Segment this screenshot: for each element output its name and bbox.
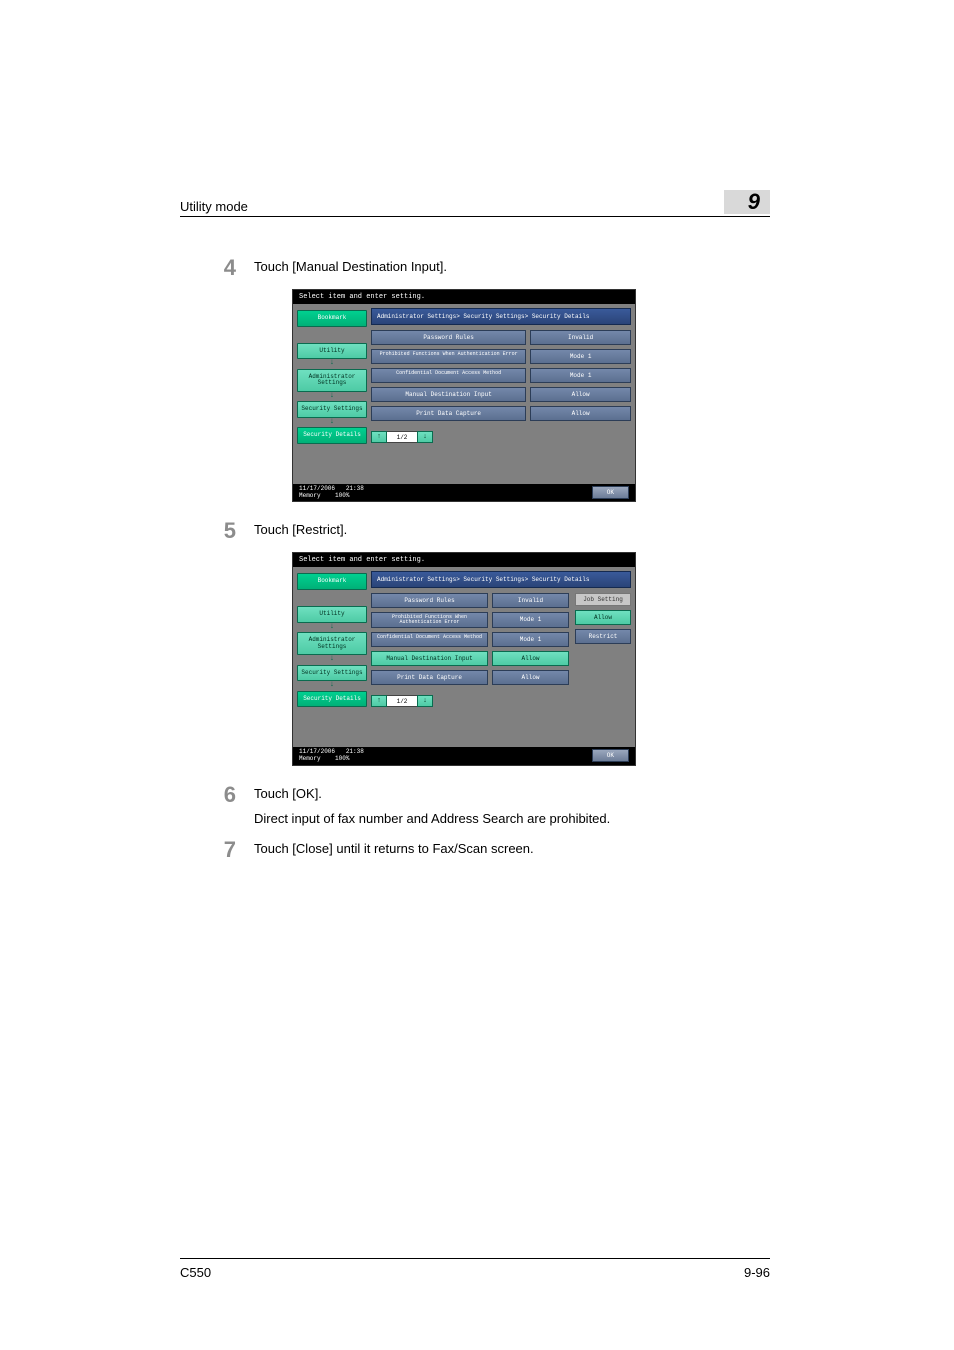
- footer-mem-label: Memory: [299, 492, 321, 499]
- page-down-button[interactable]: ↓: [417, 431, 433, 443]
- chevron-down-icon: ↓: [297, 393, 367, 399]
- sidebar-utility[interactable]: Utility: [297, 606, 367, 623]
- setting-value: Allow: [530, 406, 631, 421]
- step-text: Touch [Restrict].: [254, 520, 770, 540]
- setting-row[interactable]: Password Rules Invalid: [371, 593, 569, 608]
- setting-value: Mode 1: [492, 612, 569, 628]
- footer-page: 9-96: [744, 1265, 770, 1280]
- sidebar-security-details[interactable]: Security Details: [297, 427, 367, 444]
- page-indicator: 1/2: [387, 431, 417, 443]
- header-title: Utility mode: [180, 199, 248, 214]
- chevron-down-icon: ↓: [297, 624, 367, 630]
- panel-instruction: Select item and enter setting.: [293, 553, 635, 567]
- panel-sidebar: Bookmark Utility ↓ Administrator Setting…: [293, 304, 371, 484]
- sidebar-security-settings[interactable]: Security Settings: [297, 401, 367, 418]
- panel-screenshot-2: Select item and enter setting. Bookmark …: [292, 552, 636, 765]
- ok-button[interactable]: OK: [592, 749, 629, 762]
- step-text: Touch [OK].: [254, 784, 770, 804]
- restrict-button[interactable]: Restrict: [575, 629, 631, 644]
- page-up-button[interactable]: ↑: [371, 695, 387, 707]
- step-4: 4 Touch [Manual Destination Input].: [180, 257, 770, 279]
- panel-footer: 11/17/2006 21:38 Memory 100% OK: [293, 747, 635, 764]
- footer-mem-value: 100%: [335, 492, 349, 499]
- sidebar-admin-settings[interactable]: Administrator Settings: [297, 632, 367, 655]
- step-7: 7 Touch [Close] until it returns to Fax/…: [180, 839, 770, 861]
- chevron-down-icon: ↓: [297, 656, 367, 662]
- panel-footer: 11/17/2006 21:38 Memory 100% OK: [293, 484, 635, 501]
- step-number: 5: [180, 520, 236, 542]
- allow-button[interactable]: Allow: [575, 610, 631, 625]
- setting-label: Confidential Document Access Method: [371, 632, 488, 647]
- setting-value: Mode 1: [530, 349, 631, 364]
- setting-row[interactable]: Confidential Document Access Method Mode…: [371, 632, 569, 647]
- breadcrumb: Administrator Settings> Security Setting…: [371, 571, 631, 588]
- panel-instruction: Select item and enter setting.: [293, 290, 635, 304]
- job-setting-header: Job Setting: [575, 593, 631, 606]
- pager: ↑ 1/2 ↓: [371, 695, 565, 707]
- page-header: Utility mode 9: [180, 190, 770, 217]
- breadcrumb: Administrator Settings> Security Setting…: [371, 308, 631, 325]
- footer-mem-value: 100%: [335, 755, 349, 762]
- footer-model: C550: [180, 1265, 211, 1280]
- step-number: 4: [180, 257, 236, 279]
- step-5: 5 Touch [Restrict].: [180, 520, 770, 542]
- sidebar-admin-settings[interactable]: Administrator Settings: [297, 369, 367, 392]
- step-6: 6 Touch [OK]. Direct input of fax number…: [180, 784, 770, 829]
- setting-row[interactable]: Print Data Capture Allow: [371, 670, 569, 685]
- panel-sidebar: Bookmark Utility ↓ Administrator Setting…: [293, 567, 371, 747]
- setting-value: Mode 1: [530, 368, 631, 383]
- pager: ↑ 1/2 ↓: [371, 431, 627, 443]
- setting-row[interactable]: Password Rules Invalid: [371, 330, 631, 345]
- setting-value: Allow: [492, 670, 569, 685]
- setting-label: Password Rules: [371, 330, 526, 345]
- setting-row[interactable]: Prohibited Functions When Authentication…: [371, 612, 569, 628]
- panel-screenshot-1: Select item and enter setting. Bookmark …: [292, 289, 636, 502]
- chevron-down-icon: ↓: [297, 360, 367, 366]
- sidebar-utility[interactable]: Utility: [297, 343, 367, 360]
- step-text: Touch [Manual Destination Input].: [254, 257, 770, 277]
- setting-label: Prohibited Functions When Authentication…: [371, 349, 526, 364]
- setting-label: Password Rules: [371, 593, 488, 608]
- page-footer: C550 9-96: [180, 1258, 770, 1280]
- step-text: Touch [Close] until it returns to Fax/Sc…: [254, 839, 770, 859]
- chevron-down-icon: ↓: [297, 682, 367, 688]
- sidebar-bookmark[interactable]: Bookmark: [297, 310, 367, 327]
- setting-value: Mode 1: [492, 632, 569, 647]
- setting-row[interactable]: Print Data Capture Allow: [371, 406, 631, 421]
- setting-row[interactable]: Confidential Document Access Method Mode…: [371, 368, 631, 383]
- step-number: 7: [180, 839, 236, 861]
- setting-label: Prohibited Functions When Authentication…: [371, 612, 488, 628]
- job-setting-column: Job Setting Allow Restrict: [575, 593, 631, 747]
- setting-row[interactable]: Prohibited Functions When Authentication…: [371, 349, 631, 364]
- sidebar-bookmark[interactable]: Bookmark: [297, 573, 367, 590]
- page-down-button[interactable]: ↓: [417, 695, 433, 707]
- setting-value: Allow: [492, 651, 569, 666]
- step-number: 6: [180, 784, 236, 829]
- chapter-number: 9: [724, 190, 770, 214]
- setting-row[interactable]: Manual Destination Input Allow: [371, 387, 631, 402]
- setting-label: Print Data Capture: [371, 406, 526, 421]
- setting-value: Invalid: [492, 593, 569, 608]
- page-indicator: 1/2: [387, 695, 417, 707]
- page-up-button[interactable]: ↑: [371, 431, 387, 443]
- step-subtext: Direct input of fax number and Address S…: [254, 809, 770, 829]
- sidebar-security-details[interactable]: Security Details: [297, 691, 367, 708]
- setting-row-selected[interactable]: Manual Destination Input Allow: [371, 651, 569, 666]
- setting-label: Manual Destination Input: [371, 387, 526, 402]
- setting-label: Print Data Capture: [371, 670, 488, 685]
- setting-value: Allow: [530, 387, 631, 402]
- footer-mem-label: Memory: [299, 755, 321, 762]
- ok-button[interactable]: OK: [592, 486, 629, 499]
- sidebar-security-settings[interactable]: Security Settings: [297, 665, 367, 682]
- setting-label: Manual Destination Input: [371, 651, 488, 666]
- setting-value: Invalid: [530, 330, 631, 345]
- setting-label: Confidential Document Access Method: [371, 368, 526, 383]
- chevron-down-icon: ↓: [297, 419, 367, 425]
